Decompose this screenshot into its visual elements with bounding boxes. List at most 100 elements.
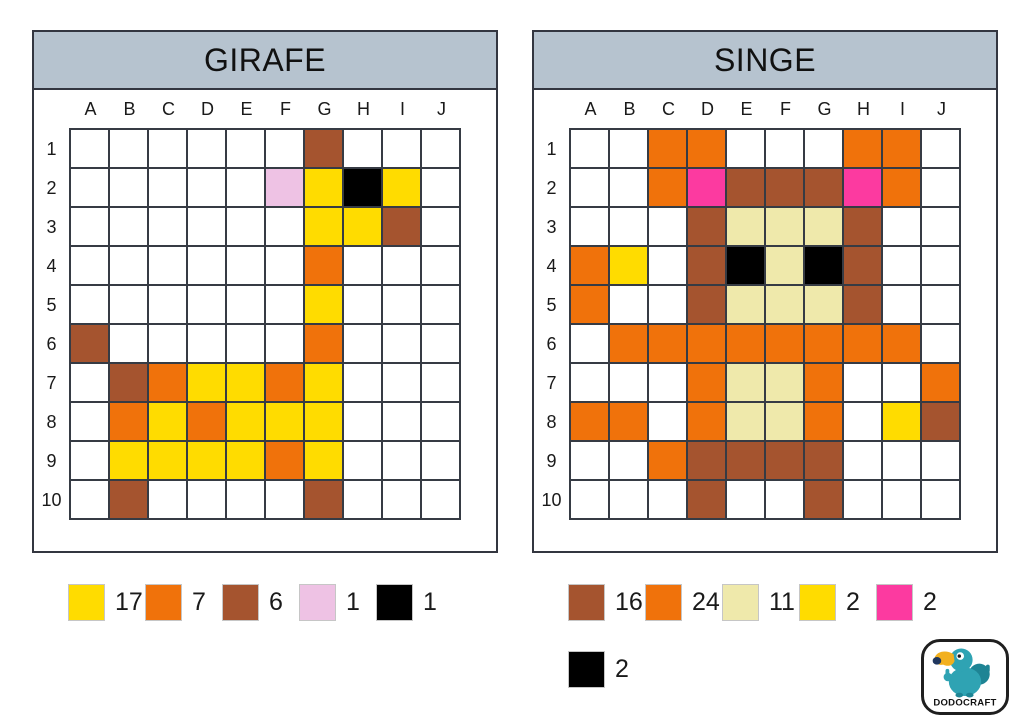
cell-E5 xyxy=(727,286,764,323)
row-label-7: 7 xyxy=(46,373,57,393)
cell-C4 xyxy=(149,247,186,284)
cell-F4 xyxy=(266,247,303,284)
cell-D8 xyxy=(188,403,225,440)
legend-item-brown: 16 xyxy=(568,584,645,621)
cell-J2 xyxy=(422,169,459,206)
cell-H8 xyxy=(344,403,381,440)
legend-item-brown: 6 xyxy=(222,584,299,621)
cell-H9 xyxy=(344,442,381,479)
cell-C7 xyxy=(149,364,186,401)
dodocraft-logo-text: DODOCRAFT xyxy=(933,698,996,709)
cell-I2 xyxy=(383,169,420,206)
cell-J10 xyxy=(922,481,959,518)
cell-I9 xyxy=(383,442,420,479)
cell-C3 xyxy=(149,208,186,245)
cell-J5 xyxy=(422,286,459,323)
column-label-I: I xyxy=(399,98,405,119)
legend-row: 16 24 11 2 2 xyxy=(568,584,953,621)
column-label-A: A xyxy=(584,98,597,119)
cell-E4 xyxy=(227,247,264,284)
cell-I4 xyxy=(383,247,420,284)
legend-swatch-black xyxy=(376,584,413,621)
cell-H2 xyxy=(844,169,881,206)
legend-item-black: 1 xyxy=(376,584,453,621)
column-label-D: D xyxy=(201,98,214,119)
column-label-H: H xyxy=(857,98,870,119)
cell-A2 xyxy=(571,169,608,206)
cell-F10 xyxy=(266,481,303,518)
legend-swatch-brown xyxy=(568,584,605,621)
cell-I7 xyxy=(883,364,920,401)
cell-D3 xyxy=(688,208,725,245)
cell-I2 xyxy=(883,169,920,206)
cell-F1 xyxy=(766,130,803,167)
cell-A3 xyxy=(71,208,108,245)
cell-I10 xyxy=(383,481,420,518)
legend-count: 11 xyxy=(769,588,795,616)
cell-C5 xyxy=(649,286,686,323)
cell-J9 xyxy=(422,442,459,479)
cell-I8 xyxy=(883,403,920,440)
cell-E3 xyxy=(727,208,764,245)
cell-I1 xyxy=(883,130,920,167)
cell-A2 xyxy=(71,169,108,206)
cell-F8 xyxy=(766,403,803,440)
cell-F3 xyxy=(266,208,303,245)
cell-I3 xyxy=(883,208,920,245)
cell-D7 xyxy=(688,364,725,401)
cell-J3 xyxy=(422,208,459,245)
row-label-5: 5 xyxy=(46,295,57,315)
singe-legend: 16 24 11 2 2 2 xyxy=(568,584,953,688)
legend-count: 16 xyxy=(615,588,643,616)
girafe-panel-title: GIRAFE xyxy=(34,32,496,90)
cell-F5 xyxy=(266,286,303,323)
cell-F7 xyxy=(266,364,303,401)
cell-I8 xyxy=(383,403,420,440)
cell-E7 xyxy=(227,364,264,401)
cell-D10 xyxy=(688,481,725,518)
cell-B6 xyxy=(110,325,147,362)
cell-J10 xyxy=(422,481,459,518)
cell-J4 xyxy=(922,247,959,284)
column-label-J: J xyxy=(437,98,446,119)
singe-panel: SINGE A B C D E F G H I J 1 2 3 4 5 6 7 8 9 10 xyxy=(532,30,998,553)
legend-swatch-black xyxy=(568,651,605,688)
row-label-10: 10 xyxy=(541,490,562,510)
cell-B4 xyxy=(110,247,147,284)
cell-B8 xyxy=(610,403,647,440)
cell-E9 xyxy=(227,442,264,479)
cell-I5 xyxy=(883,286,920,323)
cell-H8 xyxy=(844,403,881,440)
singe-column-labels: A B C D E F G H I J xyxy=(571,90,996,128)
cell-D2 xyxy=(688,169,725,206)
girafe-row-labels: 1 2 3 4 5 6 7 8 9 10 xyxy=(34,128,69,520)
cell-C8 xyxy=(649,403,686,440)
cell-J9 xyxy=(922,442,959,479)
cell-E6 xyxy=(227,325,264,362)
legend-item-pink: 1 xyxy=(299,584,376,621)
cell-F6 xyxy=(266,325,303,362)
cell-A5 xyxy=(71,286,108,323)
cell-B9 xyxy=(110,442,147,479)
legend-row: 2 xyxy=(568,651,953,688)
cell-H10 xyxy=(844,481,881,518)
row-label-6: 6 xyxy=(546,334,557,354)
cell-B3 xyxy=(110,208,147,245)
row-label-9: 9 xyxy=(546,451,557,471)
cell-B4 xyxy=(610,247,647,284)
cell-H2 xyxy=(344,169,381,206)
row-label-9: 9 xyxy=(46,451,57,471)
cell-B2 xyxy=(610,169,647,206)
cell-C9 xyxy=(149,442,186,479)
column-label-A: A xyxy=(84,98,97,119)
cell-G10 xyxy=(305,481,342,518)
cell-D4 xyxy=(188,247,225,284)
cell-A10 xyxy=(571,481,608,518)
cell-C1 xyxy=(149,130,186,167)
cell-B1 xyxy=(610,130,647,167)
cell-F4 xyxy=(766,247,803,284)
column-label-H: H xyxy=(357,98,370,119)
cell-C1 xyxy=(649,130,686,167)
cell-H3 xyxy=(844,208,881,245)
cell-J6 xyxy=(922,325,959,362)
